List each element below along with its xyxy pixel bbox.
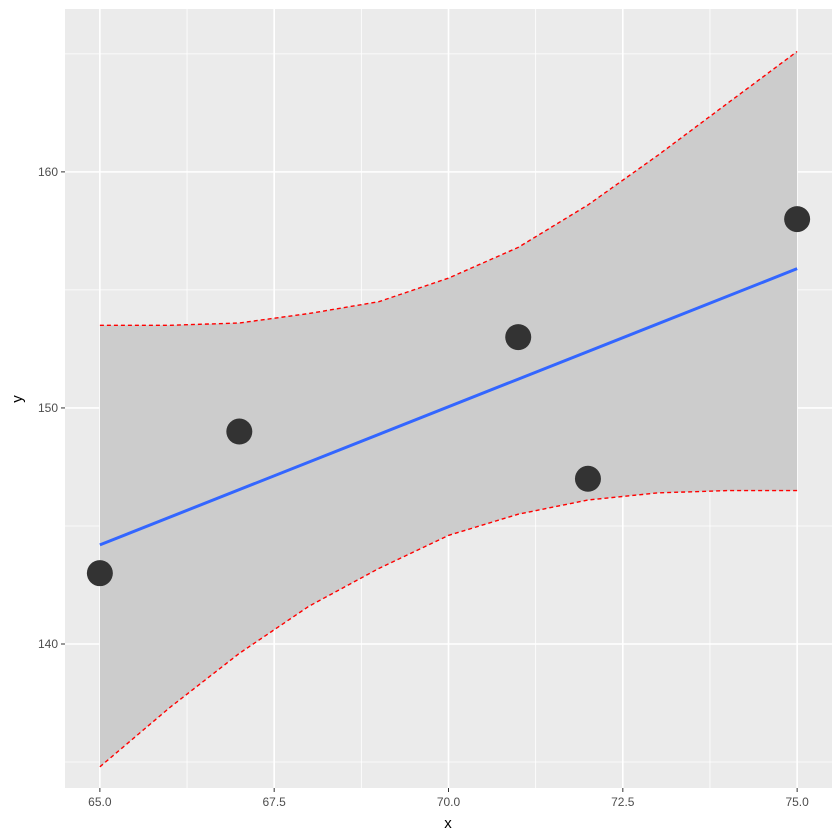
upper-bound-line (99, 50, 798, 326)
x-axis-ticks: 65.0 67.5 70.0 72.5 75.0 (88, 788, 809, 809)
x-tick-label: 70.0 (437, 795, 461, 809)
y-tick-label: 150 (38, 401, 58, 415)
regression-line (99, 267, 798, 547)
data-point (226, 418, 253, 445)
x-tick-label: 67.5 (263, 795, 287, 809)
data-point (574, 465, 601, 492)
y-axis-title: y (9, 395, 26, 403)
y-tick-label: 140 (38, 637, 58, 651)
data-points (86, 206, 811, 587)
x-tick-label: 65.0 (88, 795, 112, 809)
confidence-band (99, 51, 798, 767)
data-point (505, 324, 532, 351)
x-tick-label: 72.5 (611, 795, 635, 809)
x-axis-title: x (444, 815, 452, 832)
data-point (86, 560, 113, 587)
data-point (784, 206, 811, 233)
x-tick-label: 75.0 (785, 795, 809, 809)
y-axis-ticks: 140 150 160 (38, 165, 65, 651)
y-tick-label: 160 (38, 165, 58, 179)
lower-bound-line (99, 489, 798, 768)
